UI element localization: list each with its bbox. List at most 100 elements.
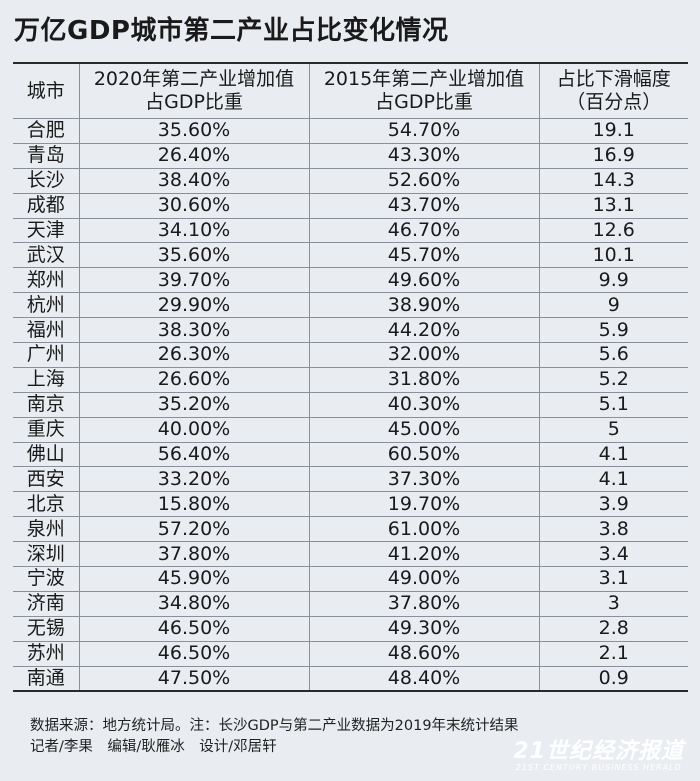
table-row: 南京 35.20% 40.30% 5.1 (13, 392, 688, 418)
table-row: 泉州 57.20% 61.00% 3.8 (13, 516, 688, 543)
cell-2020-share: 38.40% (78, 168, 309, 194)
cell-2015-share: 19.70% (308, 491, 539, 518)
cell-2015-share: 48.60% (308, 641, 539, 667)
cell-2015-share: 31.80% (308, 367, 539, 393)
footer: 数据来源：地方统计局。注：长沙GDP与第二产业数据为2019年末统计结果 记者/… (30, 716, 519, 758)
cell-city: 上海 (13, 367, 79, 393)
table-row: 南通 47.50% 48.40% 0.9 (13, 666, 688, 693)
cell-city: 青岛 (13, 143, 79, 169)
cell-city: 成都 (13, 193, 79, 219)
table-row: 合肥 35.60% 54.70% 19.1 (13, 118, 688, 144)
page-title: 万亿GDP城市第二产业占比变化情况 (14, 16, 449, 46)
cell-drop: 10.1 (538, 242, 688, 269)
cell-drop: 3.9 (538, 491, 688, 518)
cell-drop: 3.8 (538, 516, 688, 543)
cell-2020-share: 38.30% (78, 317, 309, 344)
cell-city: 南通 (13, 666, 79, 693)
table-row: 长沙 38.40% 52.60% 14.3 (13, 168, 688, 194)
header-2020-line2: 占GDP比重 (145, 91, 243, 113)
cell-2020-share: 46.50% (78, 641, 309, 667)
cell-drop: 5.9 (538, 317, 688, 344)
cell-city: 重庆 (13, 417, 79, 443)
cell-drop: 0.9 (538, 666, 688, 693)
cell-city: 郑州 (13, 267, 79, 294)
cell-drop: 5.6 (538, 342, 688, 368)
table-row: 武汉 35.60% 45.70% 10.1 (13, 242, 688, 269)
cell-2020-share: 35.20% (78, 392, 309, 418)
cell-city: 长沙 (13, 168, 79, 194)
cell-city: 北京 (13, 491, 79, 518)
cell-drop: 4.1 (538, 442, 688, 468)
table-row: 天津 34.10% 46.70% 12.6 (13, 218, 688, 244)
cell-2020-share: 33.20% (78, 466, 309, 493)
cell-2020-share: 40.00% (78, 417, 309, 443)
cell-2020-share: 34.10% (78, 218, 309, 244)
header-2015-share: 2015年第二产业增加值 占GDP比重 (308, 64, 539, 119)
cell-city: 武汉 (13, 242, 79, 269)
cell-drop: 16.9 (538, 143, 688, 169)
cell-city: 无锡 (13, 616, 79, 642)
table-body: 合肥 35.60% 54.70% 19.1 青岛 26.40% 43.30% 16.9 长沙 38… (13, 118, 688, 693)
table-row: 济南 34.80% 37.80% 3 (13, 591, 688, 617)
cell-2015-share: 54.70% (308, 118, 539, 144)
brand-name-cn: 21世纪经济报道 (513, 739, 684, 764)
cell-2020-share: 26.40% (78, 143, 309, 169)
cell-city: 宁波 (13, 566, 79, 592)
cell-city: 佛山 (13, 442, 79, 468)
cell-2020-share: 46.50% (78, 616, 309, 642)
cell-2020-share: 57.20% (78, 516, 309, 543)
table-header-row: 城市 2020年第二产业增加值 占GDP比重 2015年第二产业增加值 占GDP… (13, 64, 688, 119)
cell-drop: 3.1 (538, 566, 688, 592)
cell-city: 济南 (13, 591, 79, 617)
cell-2015-share: 49.30% (308, 616, 539, 642)
cell-drop: 5.2 (538, 367, 688, 393)
cell-2020-share: 37.80% (78, 541, 309, 568)
cell-2015-share: 44.20% (308, 317, 539, 344)
table-row: 苏州 46.50% 48.60% 2.1 (13, 641, 688, 667)
cell-2015-share: 37.30% (308, 466, 539, 493)
cell-2020-share: 35.60% (78, 118, 309, 144)
cell-drop: 14.3 (538, 168, 688, 194)
cell-2015-share: 43.30% (308, 143, 539, 169)
cell-2020-share: 45.90% (78, 566, 309, 592)
cell-2020-share: 47.50% (78, 666, 309, 693)
cell-2015-share: 43.70% (308, 193, 539, 219)
cell-city: 南京 (13, 392, 79, 418)
table-row: 深圳 37.80% 41.20% 3.4 (13, 541, 688, 568)
cell-city: 深圳 (13, 541, 79, 568)
cell-2015-share: 60.50% (308, 442, 539, 468)
header-2015-line2: 占GDP比重 (375, 91, 473, 113)
cell-drop: 3.4 (538, 541, 688, 568)
cell-2015-share: 45.00% (308, 417, 539, 443)
cell-2015-share: 41.20% (308, 541, 539, 568)
table-row: 无锡 46.50% 49.30% 2.8 (13, 616, 688, 642)
cell-2015-share: 49.60% (308, 267, 539, 294)
cell-2020-share: 15.80% (78, 491, 309, 518)
header-drop: 占比下滑幅度 （百分点） (538, 64, 688, 119)
cell-2015-share: 49.00% (308, 566, 539, 592)
cell-city: 西安 (13, 466, 79, 493)
table-row: 广州 26.30% 32.00% 5.6 (13, 342, 688, 368)
cell-2020-share: 39.70% (78, 267, 309, 294)
cell-city: 泉州 (13, 516, 79, 543)
brand-logo: 21世纪经济报道 21ST CENTURY BUSINESS HERALD (513, 733, 684, 772)
cell-drop: 5.1 (538, 392, 688, 418)
cell-2015-share: 38.90% (308, 292, 539, 319)
cell-2020-share: 35.60% (78, 242, 309, 269)
credits: 记者/李果 编辑/耿雁冰 设计/邓居轩 (30, 739, 277, 755)
cell-drop: 19.1 (538, 118, 688, 144)
cell-2020-share: 26.30% (78, 342, 309, 368)
brand-name-en: 21ST CENTURY BUSINESS HERALD (515, 763, 682, 772)
table-row: 成都 30.60% 43.70% 13.1 (13, 193, 688, 219)
cell-2015-share: 52.60% (308, 168, 539, 194)
cell-2015-share: 40.30% (308, 392, 539, 418)
table-row: 杭州 29.90% 38.90% 9 (13, 292, 688, 319)
table-row: 上海 26.60% 31.80% 5.2 (13, 367, 688, 393)
table-row: 福州 38.30% 44.20% 5.9 (13, 317, 688, 344)
cell-2015-share: 45.70% (308, 242, 539, 269)
header-drop-line2: （百分点） (566, 91, 662, 113)
cell-2020-share: 34.80% (78, 591, 309, 617)
cell-drop: 12.6 (538, 218, 688, 244)
table-row: 青岛 26.40% 43.30% 16.9 (13, 143, 688, 169)
header-2015-line1: 2015年第二产业增加值 (323, 68, 525, 90)
